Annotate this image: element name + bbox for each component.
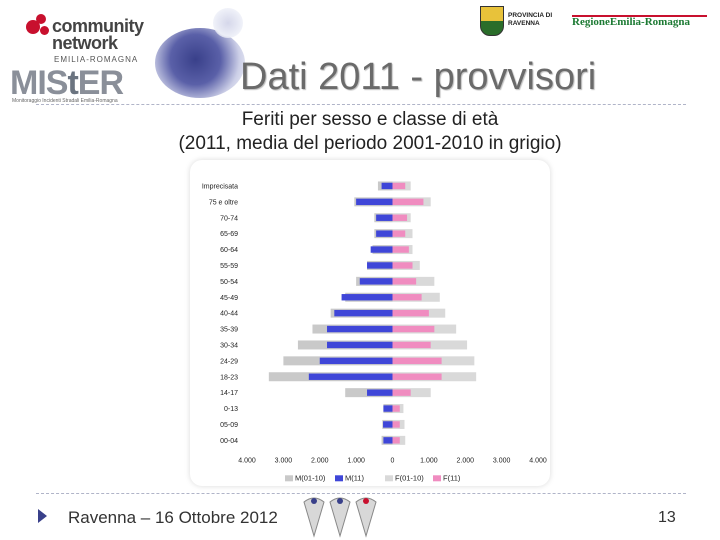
- y-tick-label: 18-23: [220, 374, 238, 381]
- y-tick-label: 65-69: [220, 231, 238, 238]
- y-tick-label: Imprecisata: [202, 183, 238, 190]
- bar-m-2011: [327, 341, 393, 349]
- bar-f-2011: [392, 278, 417, 285]
- bar-f-2011: [392, 357, 442, 365]
- bar-m-2011: [319, 357, 393, 365]
- legend-swatch: [335, 475, 343, 482]
- x-tick-label: 3.000: [275, 457, 293, 464]
- y-tick-label: 30-34: [220, 342, 238, 349]
- y-tick-label: 55-59: [220, 263, 238, 270]
- decorative-cones-icon: [303, 497, 377, 538]
- y-tick-label: 14-17: [220, 390, 238, 397]
- legend-swatch: [385, 475, 393, 482]
- bar-f-2011: [392, 405, 400, 412]
- bar-f-2011: [392, 373, 442, 380]
- provincia-crest-icon: [480, 6, 504, 36]
- bar-f-2011: [392, 389, 411, 396]
- bar-m-2011: [356, 198, 393, 206]
- bar-m-2011: [376, 214, 393, 221]
- mister-tagline: Monitoraggio Incidenti Stradali Emilia-R…: [12, 98, 118, 104]
- bar-m-2011: [376, 230, 393, 237]
- x-tick-label: 2.000: [456, 457, 474, 464]
- bar-m-2011: [367, 389, 393, 396]
- community-logo-text: community network: [52, 16, 144, 53]
- y-tick-label: 24-29: [220, 358, 238, 365]
- legend-swatch: [285, 475, 293, 482]
- header-divider: [36, 104, 686, 105]
- bar-f-2011: [392, 325, 435, 333]
- page-number: 13: [658, 509, 676, 526]
- legend-label: F(01-10): [395, 473, 424, 482]
- x-tick-label: 1.000: [420, 457, 438, 464]
- bar-f-2011: [392, 198, 424, 206]
- y-tick-label: 40-44: [220, 311, 238, 318]
- mister-logo: MIStER Monitoraggio Incidenti Stradali E…: [10, 64, 124, 104]
- regione-logo-bar: [572, 15, 707, 31]
- bar-m-2011: [341, 294, 393, 301]
- community-logo-subtext: EMILIA-ROMAGNA: [54, 55, 139, 64]
- slide-title: Dati 2011 - provvisori: [240, 56, 597, 98]
- bar-f-2011: [392, 230, 406, 237]
- x-tick-label: 0: [391, 457, 395, 464]
- bar-f-2011: [392, 294, 422, 301]
- legend-label: F(11): [443, 473, 461, 482]
- bar-f-2011: [392, 262, 413, 269]
- y-tick-label: 05-09: [220, 422, 238, 429]
- x-tick-label: 2.000: [311, 457, 329, 464]
- bar-m-2011: [308, 373, 393, 380]
- x-tick-label: 4.000: [238, 457, 256, 464]
- y-tick-label: 70-74: [220, 215, 238, 222]
- bar-m-2011: [327, 325, 393, 333]
- legend-swatch: [433, 475, 441, 482]
- bar-f-2011: [392, 182, 406, 190]
- decorative-blob: [155, 28, 245, 98]
- legend-label: M(11): [345, 473, 365, 482]
- y-tick-label: 75 e oltre: [209, 199, 238, 206]
- bar-m-2011: [359, 278, 393, 285]
- bar-f-2011: [392, 309, 429, 317]
- y-tick-label: 00-04: [220, 438, 238, 445]
- footer-divider: [36, 493, 686, 494]
- chart-container: Imprecisata 75 e oltre 70-74 65-69 60-64 55-5…: [190, 160, 550, 486]
- bar-f-2011: [392, 246, 409, 253]
- x-tick-label: 3.000: [493, 457, 511, 464]
- regione-logo-text: RegioneEmilia-Romagna: [572, 16, 690, 28]
- population-pyramid-chart: Imprecisata 75 e oltre 70-74 65-69 60-64 55-5…: [202, 181, 547, 482]
- bullet-arrow-icon: [38, 509, 47, 523]
- x-tick-label: 1.000: [347, 457, 365, 464]
- bar-f-avg: [392, 388, 431, 398]
- bar-f-2011: [392, 421, 400, 428]
- decorative-blob-small: [213, 8, 243, 38]
- bar-m-2011: [383, 437, 393, 444]
- bar-m-2011: [381, 182, 393, 190]
- legend-label: M(01-10): [295, 473, 326, 482]
- x-tick-label: 4.000: [529, 457, 547, 464]
- bar-m-2011: [367, 262, 393, 269]
- y-tick-label: 60-64: [220, 247, 238, 254]
- bar-f-2011: [392, 341, 431, 349]
- y-tick-label: 45-49: [220, 295, 238, 302]
- bar-m-2011: [370, 246, 393, 253]
- bar-m-2011: [383, 421, 393, 428]
- chart-subtitle: Feriti per sesso e classe di età (2011, …: [178, 109, 562, 154]
- y-tick-label: 0-13: [224, 406, 238, 413]
- y-tick-label: 35-39: [220, 327, 238, 334]
- community-network-logo: community network EMILIA-ROMAGNA: [22, 14, 152, 64]
- bar-f-2011: [392, 437, 400, 444]
- bar-f-2011: [392, 214, 408, 221]
- bar-m-2011: [383, 405, 393, 412]
- y-tick-label: 50-54: [220, 279, 238, 286]
- bar-m-2011: [334, 309, 393, 317]
- footer-text: Ravenna – 16 Ottobre 2012: [68, 508, 278, 527]
- provincia-text: PROVINCIA DI RAVENNA: [508, 12, 553, 27]
